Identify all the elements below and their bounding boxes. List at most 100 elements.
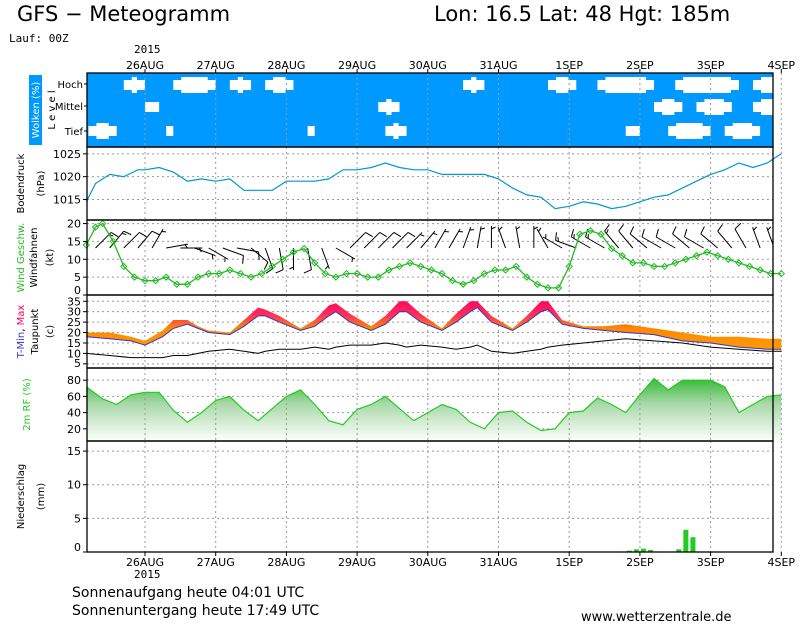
wind-barb [335,247,356,262]
temperature-axis-label: T-Min, Max [16,305,27,360]
year-label-bottom: 2015 [134,568,161,581]
wind-barb-staff [604,230,620,249]
wind-barb-staff [123,232,140,249]
level-axis-label: L e v e l [47,90,58,129]
wind-speed-point [735,259,743,267]
wind-barb [515,226,521,249]
wind-speed-point [629,259,637,267]
cloud-clear-patch [761,77,773,93]
wind-barb-feather [121,232,127,235]
date-label-bottom: 3SEP [697,556,725,569]
wind-barb-staff [734,228,747,249]
wind-barb-staff [672,233,690,249]
wind-barb-feather [734,222,742,230]
wind-barb-staff [95,232,112,249]
wind-speed-point [395,262,404,271]
wind-barb-staff [137,230,153,249]
wind-barb-feather [110,232,119,238]
wind-barb-feather [767,226,772,231]
wind-barb [208,247,228,262]
pressure-panel-frame [86,146,774,221]
wind-barb-staff [406,232,423,249]
wind-barb [641,228,662,249]
wind-barb [349,232,373,249]
wind-speed-point [682,255,690,263]
wind-barb-staff [641,236,662,249]
y-tick-label: 1025 [53,148,81,161]
wind-speed-point [247,273,255,281]
temperature-label-part: T-Min [16,332,27,360]
date-label-top: 29AUG [338,59,376,72]
pressure-axis-label: Bodendruck [16,153,27,213]
wind-barb [533,226,539,248]
date-label-top: 31AUG [479,59,517,72]
wind-barb-feather [324,265,329,270]
y-tick-label: 0 [74,541,81,554]
wind-speed-point [671,259,679,267]
wind-barb-staff [307,247,312,270]
wind-barb-feather [275,269,284,274]
wind-barb [655,228,676,249]
wind-barb-staff [264,247,274,269]
wind-barb [434,228,449,249]
humidity-line [85,377,782,432]
wind-speed-point [703,248,711,256]
wind-barb-staff [629,233,648,249]
wind-barb-feather [672,226,677,235]
wind-barb-staff [497,227,507,249]
wind-speed-point [660,262,669,271]
wind-barb-feather [516,226,521,230]
wind-speed-point [597,230,605,238]
wind-speed-point [332,273,340,281]
wind-barb-staff [335,247,356,260]
wind-speed-point [98,219,107,228]
wind-barb-feather [407,232,416,238]
location-info: Lon: 16.5 Lat: 48 Hgt: 185m [434,2,731,26]
precip-bar [676,549,682,552]
wind-barb-feather [570,228,575,238]
dewpoint-line [86,338,782,359]
wind-barb-staff [515,226,521,249]
cloud-clear-patches [88,77,773,139]
y-tick-label: 80 [67,374,81,387]
wind-speed-point [777,269,786,278]
wind-barb-staff [655,236,676,249]
wind-barb-feather [365,232,373,238]
wind-barb-feather [655,228,659,238]
y-tick-label: 15 [67,445,81,458]
cloud-clear-patch [676,123,703,139]
humidity-axis-label: 2m RF (%) [22,378,33,431]
y-tick-label: 1015 [53,193,81,206]
wind-speed-point [618,252,626,260]
wind-barb-feather [419,234,425,237]
website-link[interactable]: www.wetterzentrale.de [581,610,732,625]
wind-barb-feather [139,232,147,238]
wind-speed-point [173,280,181,288]
wind-barb-feather [683,228,688,238]
wind-speed-point [639,259,648,267]
y-tick-label: 20 [67,327,81,340]
date-label-top: 26AUG [126,59,164,72]
wind-speed-point [268,262,276,271]
wind-barb-staff [109,230,125,249]
date-label-bottom: 30AUG [409,556,447,569]
wind-barb-staff [752,227,761,249]
cloud-clear-patch [662,99,675,115]
wind-barb-staff [349,232,366,249]
y-tick-label: 25 [67,316,81,329]
wind-barb-feather [753,226,758,231]
wind-speed-point [427,266,436,274]
wind-speed-point [523,273,531,281]
date-label-top: 30AUG [409,59,447,72]
precip-axis-label: Niederschlag [16,464,27,529]
wind-barb-staff [717,230,733,249]
wind-speed-point [692,252,701,260]
temperature-label-part: Max [16,305,27,326]
wind-speed-line [85,222,782,289]
wind-barb-feather [533,226,539,230]
wind-barb [321,247,330,270]
wind-barb-feather [242,255,244,264]
wind-barb-feather [480,227,486,230]
wind-speed-point [321,269,329,278]
wind-barb [392,232,416,249]
